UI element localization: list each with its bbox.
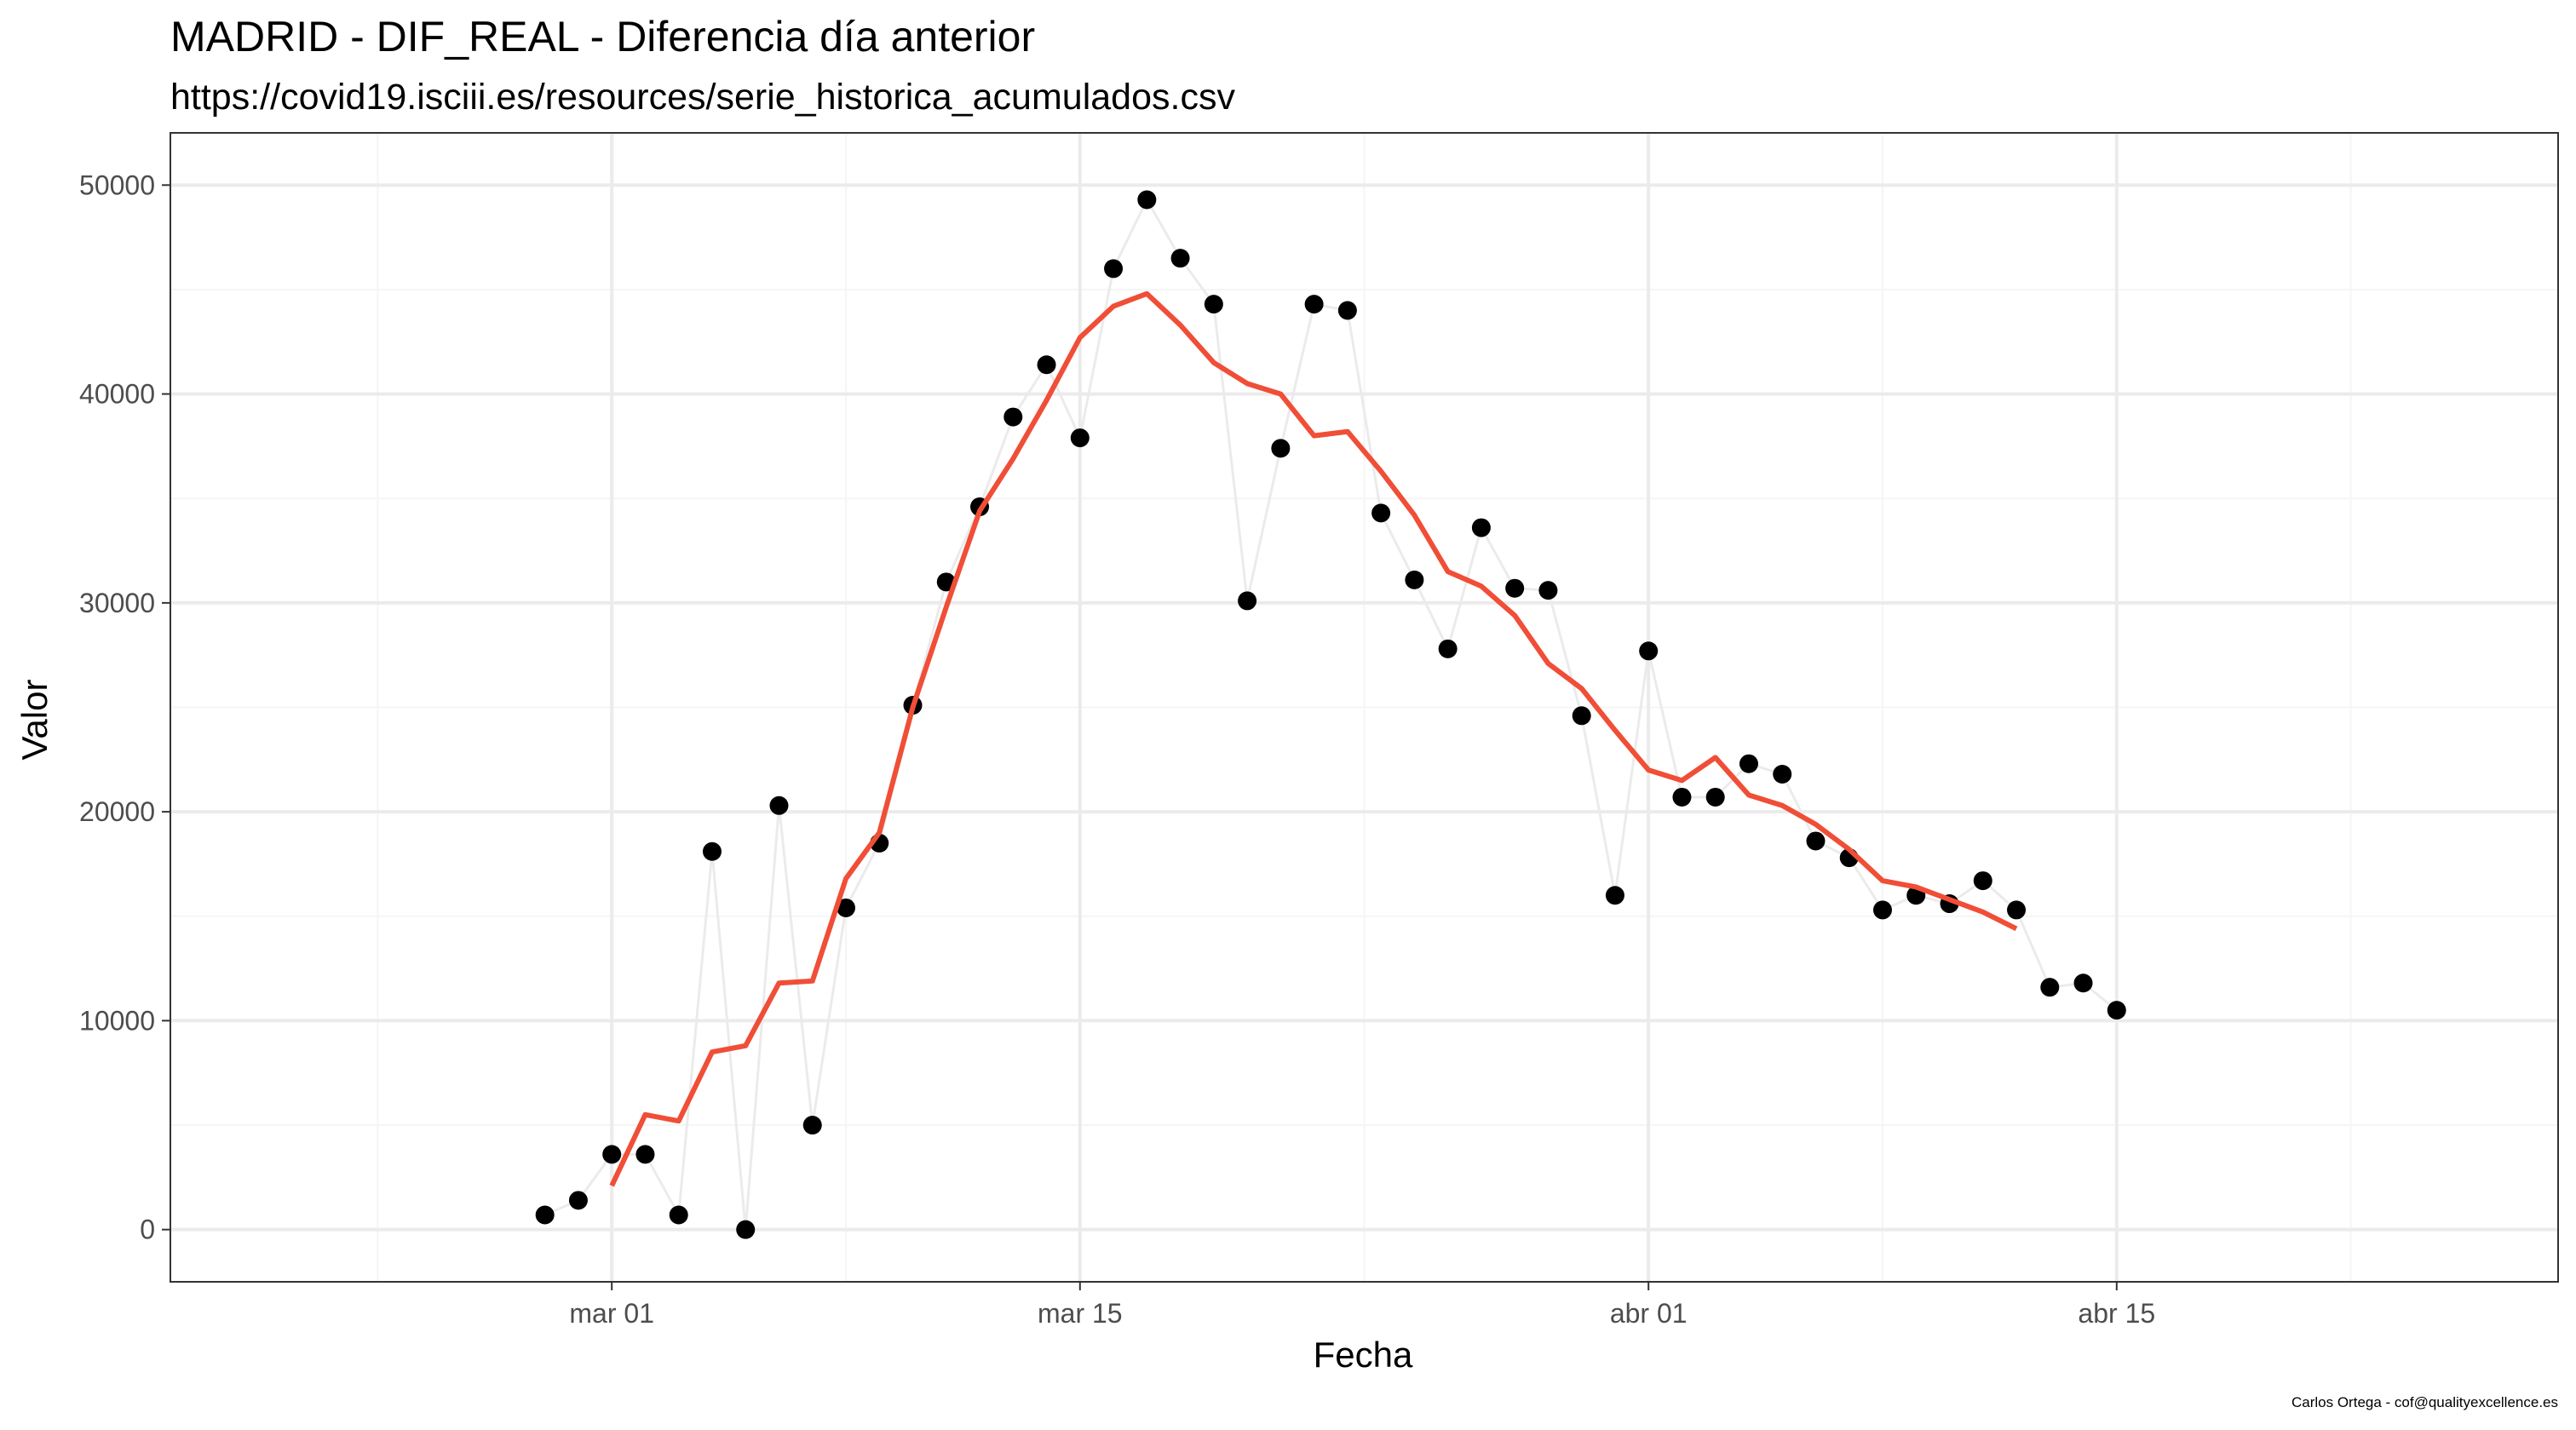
chart-title: MADRID - DIF_REAL - Diferencia día anter… (170, 13, 1035, 60)
y-axis-title: Valor (14, 680, 55, 761)
moving-average-line (609, 290, 2018, 1187)
data-point (635, 1145, 655, 1164)
y-tick-label: 30000 (79, 588, 155, 618)
x-axis: mar 01 mar 15 abr 01 abr 15 (569, 1282, 2155, 1329)
observed-series-line (544, 197, 2118, 1230)
data-point (1037, 355, 1056, 375)
data-point (702, 841, 722, 861)
data-point (1337, 301, 1357, 320)
data-point (535, 1205, 555, 1225)
data-point (1238, 591, 1257, 611)
data-point (1003, 407, 1023, 427)
y-tick-label: 0 (140, 1215, 155, 1245)
data-point (1639, 641, 1659, 661)
data-point (1471, 518, 1491, 537)
data-point (1170, 249, 1190, 268)
y-tick-label: 40000 (79, 379, 155, 410)
data-point (837, 898, 856, 917)
data-point (669, 1205, 688, 1225)
data-point (1371, 503, 1391, 523)
x-axis-title: Fecha (1314, 1335, 1413, 1375)
grid-major (170, 133, 2558, 1282)
data-point (1773, 764, 1792, 784)
data-point (1070, 428, 1090, 448)
data-point (1438, 639, 1458, 658)
data-point (1672, 787, 1692, 807)
data-point (1104, 259, 1124, 279)
data-point (602, 1145, 622, 1164)
data-point (736, 1220, 756, 1239)
grid-minor (170, 133, 2558, 1282)
data-point (2073, 973, 2093, 993)
plot-panel (170, 132, 2559, 1283)
y-tick-label: 20000 (79, 796, 155, 827)
data-point (1505, 578, 1525, 598)
data-point (2107, 1001, 2126, 1020)
data-point (2040, 978, 2060, 997)
x-tick-label: mar 15 (1038, 1298, 1123, 1329)
y-axis: 0 10000 20000 30000 40000 50000 (79, 169, 170, 1245)
data-point (1538, 581, 1558, 600)
data-point (1973, 871, 1992, 891)
data-point (1271, 439, 1291, 458)
data-point (568, 1191, 588, 1210)
data-point (1806, 831, 1826, 851)
observed-series-points (535, 190, 2126, 1239)
data-point (1304, 295, 1324, 314)
data-point (1405, 570, 1424, 589)
x-tick-label: abr 15 (2078, 1298, 2155, 1329)
chart-subtitle: https://covid19.isciii.es/resources/seri… (170, 77, 1235, 118)
chart-caption: Carlos Ortega - cof@qualityexcellence.es (2291, 1394, 2558, 1410)
data-point (1572, 706, 1591, 726)
data-point (802, 1116, 822, 1135)
data-point (1204, 295, 1223, 314)
data-point (1137, 190, 1157, 210)
data-point (1605, 886, 1624, 905)
y-tick-label: 10000 (79, 1005, 155, 1036)
data-point (1705, 787, 1725, 807)
data-point (769, 795, 789, 815)
data-point (1739, 754, 1758, 773)
data-point (1872, 900, 1892, 920)
panel-border (170, 132, 2559, 1283)
y-tick-label: 50000 (79, 169, 155, 200)
x-tick-label: mar 01 (569, 1298, 654, 1329)
x-tick-label: abr 01 (1610, 1298, 1688, 1329)
data-point (2007, 900, 2027, 920)
